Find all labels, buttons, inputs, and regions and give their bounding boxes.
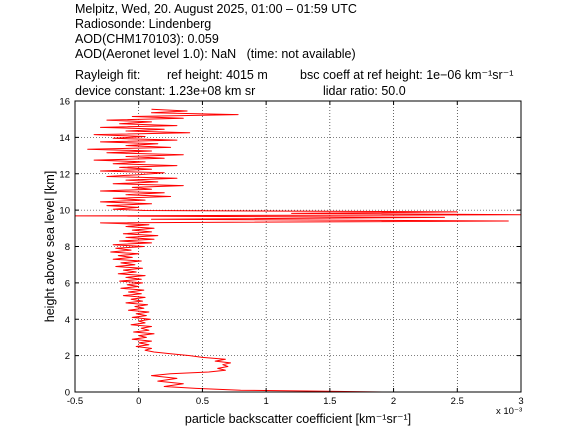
y-tick-label: 0 xyxy=(65,388,70,399)
title-line-aod-chm: AOD(CHM170103): 0.059 xyxy=(75,32,219,46)
title-line-radiosonde: Radiosonde: Lindenberg xyxy=(75,17,212,31)
x-tick-label: 1 xyxy=(263,396,268,407)
x-tick-label: -0.5 xyxy=(67,396,83,407)
y-tick-label: 12 xyxy=(59,169,70,180)
y-tick-label: 16 xyxy=(59,97,70,108)
y-tick-label: 10 xyxy=(59,206,70,217)
title-line-aod-aeronet: AOD(Aeronet level 1.0): NaN (time: not a… xyxy=(75,47,356,61)
y-axis-label: height above sea level [km] xyxy=(43,171,57,322)
ref-height-text: ref height: 4015 m xyxy=(167,68,268,82)
y-tick-label: 4 xyxy=(65,315,70,326)
y-tick-label: 8 xyxy=(65,242,70,253)
device-constant-text: device constant: 1.23e+08 km sr xyxy=(75,84,256,98)
x-tick-label: 2.5 xyxy=(451,396,464,407)
y-tick-label: 14 xyxy=(59,133,70,144)
bsc-coeff-text: bsc coeff at ref height: 1e−06 km⁻¹sr⁻¹ xyxy=(300,68,514,82)
x-tick-label: 2 xyxy=(391,396,396,407)
x-tick-label: 1.5 xyxy=(323,396,336,407)
x-tick-label: 0 xyxy=(136,396,141,407)
x-tick-label: 0.5 xyxy=(196,396,209,407)
x-axis-exponent: x 10⁻³ xyxy=(496,406,522,417)
y-tick-label: 2 xyxy=(65,351,70,362)
x-tick-label: 3 xyxy=(518,396,523,407)
y-tick-label: 6 xyxy=(65,278,70,289)
title-line-location: Melpitz, Wed, 20. August 2025, 01:00 – 0… xyxy=(75,2,357,16)
x-axis-ticks: -0.5 0 0.5 1 1.5 2 2.5 3 xyxy=(67,101,524,407)
rayleigh-fit-label: Rayleigh fit: xyxy=(75,68,141,82)
series-group xyxy=(74,108,522,393)
x-axis-label: particle backscatter coefficient [km⁻¹sr… xyxy=(185,412,411,426)
grid-lines xyxy=(75,101,521,392)
y-axis-ticks: 0 2 4 6 8 10 12 14 16 xyxy=(59,97,521,399)
lidar-ratio-text: lidar ratio: 50.0 xyxy=(323,84,406,98)
backscatter-profile-line xyxy=(74,108,522,393)
